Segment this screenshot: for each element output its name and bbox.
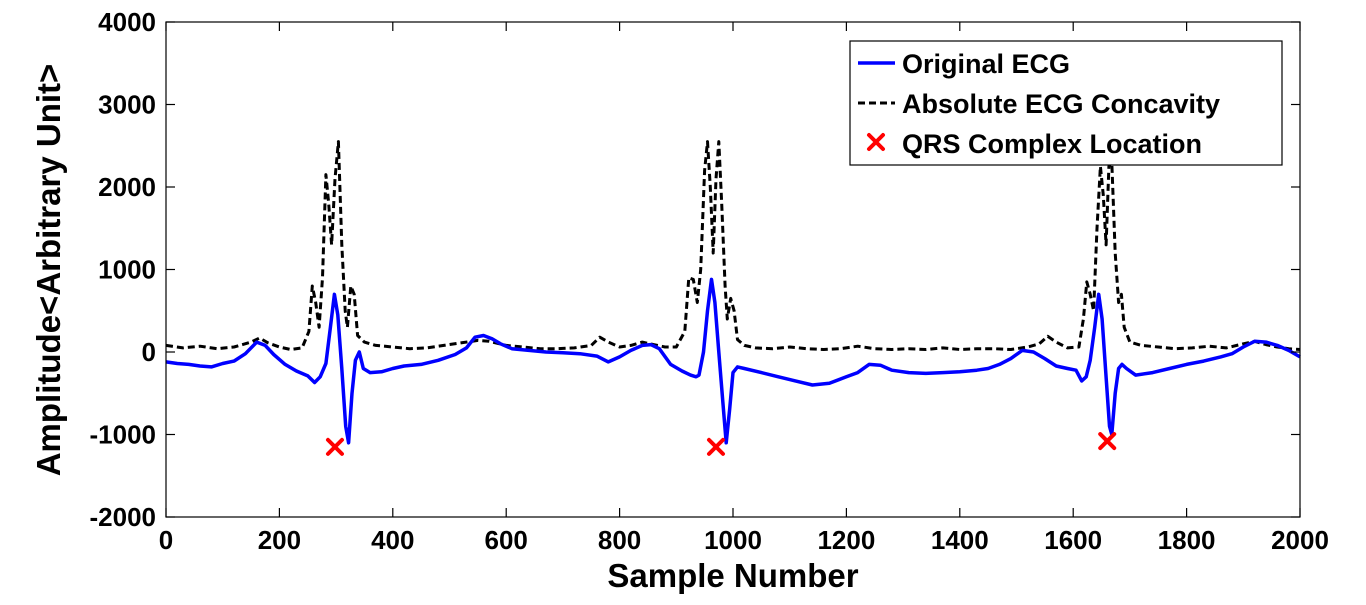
x-tick-label: 1600	[1044, 525, 1102, 555]
y-tick-label: 1000	[98, 255, 156, 285]
plot-frame	[165, 21, 1301, 518]
qrs-marker	[1098, 432, 1117, 451]
y-tick-label: -2000	[90, 502, 157, 532]
series-original-ecg	[165, 277, 1301, 445]
x-tick-label: 1800	[1158, 525, 1216, 555]
x-tick-label: 1200	[817, 525, 875, 555]
x-tick-label: 1000	[704, 525, 762, 555]
x-tick-label: 600	[485, 525, 528, 555]
series-layer	[165, 140, 1301, 445]
x-axis-title: Sample Number	[607, 557, 858, 594]
x-axis-ticks: 0 200 400 600 800 1000 1200 1400 1600 1800 2000	[159, 22, 1329, 555]
legend-label-qrs: QRS Complex Location	[902, 129, 1202, 159]
legend-label-concavity: Absolute ECG Concavity	[902, 89, 1220, 119]
y-axis-title: Amplitude<Arbitrary Unit>	[30, 64, 67, 477]
qrs-marker	[325, 437, 344, 456]
y-tick-label: 4000	[98, 7, 156, 37]
x-tick-label: 400	[371, 525, 414, 555]
y-axis-ticks: -2000 -1000 0 1000 2000 3000 4000	[90, 7, 1300, 532]
x-tick-label: 200	[258, 525, 301, 555]
x-tick-label: 0	[159, 525, 173, 555]
x-tick-label: 800	[598, 525, 641, 555]
qrs-marker	[706, 437, 725, 456]
legend-label-original-ecg: Original ECG	[902, 49, 1070, 79]
y-tick-label: 0	[142, 337, 156, 367]
y-tick-label: 2000	[98, 172, 156, 202]
y-tick-label: 3000	[98, 90, 156, 120]
legend-swatch-qrs-marker	[867, 133, 885, 151]
x-tick-label: 2000	[1271, 525, 1329, 555]
y-tick-label: -1000	[90, 420, 157, 450]
legend: Original ECG Absolute ECG Concavity QRS …	[849, 40, 1283, 166]
marker-layer	[325, 432, 1117, 456]
x-tick-label: 1400	[931, 525, 989, 555]
series-absolute-ecg-concavity	[165, 140, 1301, 351]
legend-box	[849, 40, 1283, 166]
